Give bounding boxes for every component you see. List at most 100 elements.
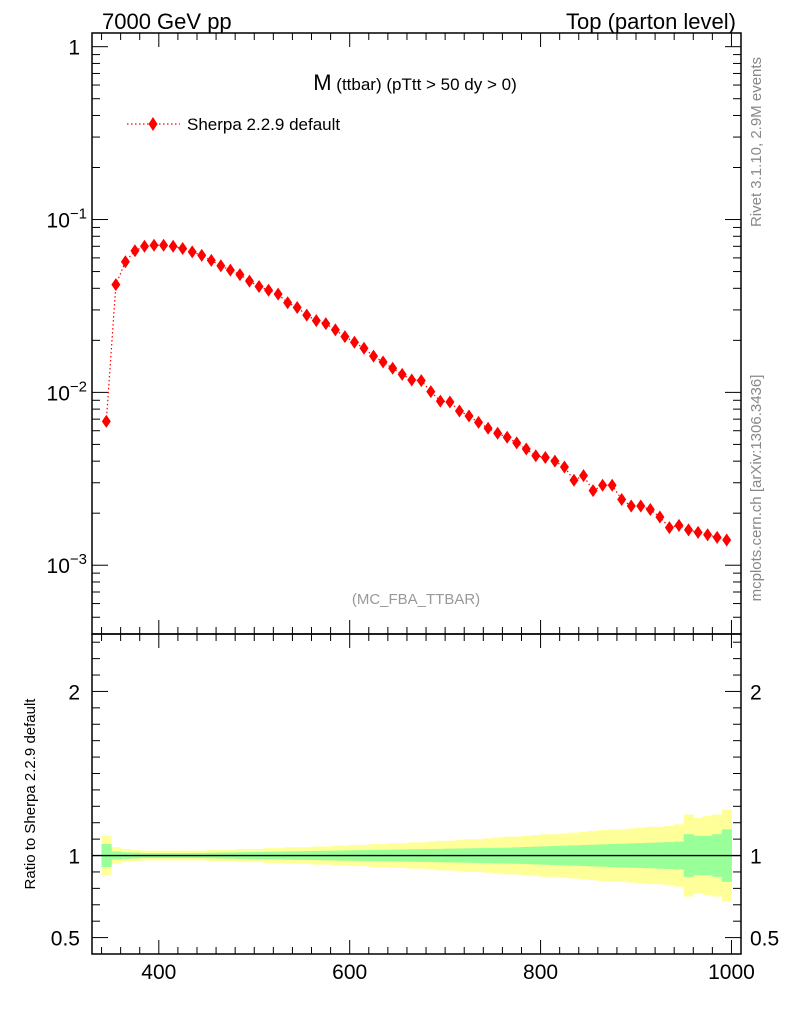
data-point bbox=[636, 499, 646, 513]
main-series-layer bbox=[101, 238, 732, 547]
data-point bbox=[111, 278, 121, 292]
data-point bbox=[178, 241, 188, 255]
data-point bbox=[445, 395, 455, 409]
data-point bbox=[617, 493, 627, 507]
x-tick-label: 600 bbox=[332, 961, 367, 984]
ratio-y-tick-label: 2 bbox=[68, 681, 80, 704]
data-point bbox=[512, 436, 522, 450]
data-point bbox=[684, 523, 694, 537]
data-point bbox=[502, 430, 512, 444]
series-line bbox=[105, 244, 727, 541]
ratio-uncertainty-bands bbox=[92, 809, 741, 902]
data-point bbox=[311, 314, 321, 328]
data-point bbox=[340, 330, 350, 344]
ratio-y-axis-label: Ratio to Sherpa 2.2.9 default bbox=[22, 698, 39, 890]
source-label: mcplots.cern.ch [arXiv:1306.3436] bbox=[748, 375, 765, 602]
data-point bbox=[197, 248, 207, 262]
data-point bbox=[579, 469, 589, 483]
data-point bbox=[598, 478, 608, 492]
data-point bbox=[168, 239, 178, 253]
data-point bbox=[139, 239, 149, 253]
data-point bbox=[426, 385, 436, 399]
data-point bbox=[302, 308, 312, 322]
data-point bbox=[359, 341, 369, 355]
rivet-version-label: Rivet 3.1.10, 2.9M events bbox=[748, 57, 765, 227]
ratio-y-tick-label-right: 0.5 bbox=[750, 928, 779, 951]
process-label: Top (parton level) bbox=[566, 9, 736, 34]
data-point bbox=[273, 287, 283, 301]
legend: Sherpa 2.2.9 default bbox=[127, 115, 340, 134]
main-y-tick-label: 10−3 bbox=[47, 551, 87, 578]
data-point bbox=[349, 335, 359, 349]
data-point bbox=[206, 253, 216, 267]
energy-label: 7000 GeV pp bbox=[102, 9, 232, 34]
main-plot-title: M (ttbar) (pTtt > 50 dy > 0) bbox=[313, 70, 517, 95]
data-point bbox=[388, 361, 398, 375]
ratio-y-tick-label: 0.5 bbox=[51, 928, 80, 951]
ratio-y-tick-label-right: 2 bbox=[750, 681, 762, 704]
main-y-tick-label-base: 10 bbox=[47, 382, 70, 405]
ratio-y-tick-label: 1 bbox=[68, 846, 80, 869]
data-point bbox=[703, 528, 713, 542]
data-point bbox=[254, 279, 264, 293]
ratio-axis-ticks: 400 600 800 1000 0.5 0.5 1 1 2 2 bbox=[51, 634, 779, 984]
data-point bbox=[416, 374, 426, 388]
data-point bbox=[722, 533, 732, 547]
data-point bbox=[588, 484, 598, 498]
data-point bbox=[531, 449, 541, 463]
main-y-tick-label: 10−1 bbox=[47, 206, 87, 233]
data-point bbox=[292, 300, 302, 314]
data-point bbox=[645, 503, 655, 517]
ratio-plot-panel: 400 600 800 1000 0.5 0.5 1 1 2 2 Ratio to Sherpa … bbox=[22, 633, 779, 984]
data-point bbox=[483, 421, 493, 435]
data-point bbox=[674, 518, 684, 532]
ratio-plot-frame bbox=[91, 633, 742, 955]
data-point bbox=[712, 530, 722, 544]
main-y-tick-label-exponent: −2 bbox=[70, 378, 87, 395]
data-point bbox=[693, 525, 703, 539]
data-point bbox=[559, 460, 569, 474]
main-y-tick-label-exponent: −3 bbox=[70, 551, 87, 568]
main-y-tick-label: 10−2 bbox=[47, 378, 87, 405]
data-point bbox=[225, 263, 235, 277]
data-point bbox=[264, 283, 274, 297]
data-point bbox=[626, 499, 636, 513]
data-point bbox=[283, 296, 293, 310]
data-point bbox=[474, 415, 484, 429]
data-point bbox=[407, 373, 417, 387]
x-tick-label: 800 bbox=[523, 961, 558, 984]
analysis-watermark: (MC_FBA_TTBAR) bbox=[352, 591, 480, 608]
main-axis-ticks: 110−110−210−3 bbox=[47, 33, 741, 635]
data-point bbox=[435, 394, 445, 408]
x-tick-label: 1000 bbox=[708, 961, 755, 984]
data-point bbox=[550, 454, 560, 468]
data-point bbox=[369, 349, 379, 363]
data-point bbox=[540, 450, 550, 464]
main-y-tick-label-base: 10 bbox=[47, 555, 70, 578]
main-plot-title-var: M bbox=[313, 70, 331, 95]
data-point bbox=[330, 323, 340, 337]
data-point bbox=[159, 238, 169, 252]
legend-marker-diamond bbox=[148, 117, 158, 131]
data-point bbox=[244, 274, 254, 288]
data-point bbox=[378, 355, 388, 369]
data-point bbox=[607, 478, 617, 492]
main-plot-panel: 110−110−210−3 M (ttbar) (pTtt > 50 dy > … bbox=[47, 32, 742, 635]
ratio-y-tick-label-right: 1 bbox=[750, 846, 762, 869]
data-point bbox=[130, 244, 140, 258]
data-point bbox=[321, 317, 331, 331]
main-y-tick-label: 1 bbox=[68, 37, 80, 60]
data-point bbox=[187, 245, 197, 259]
legend-entry-label: Sherpa 2.2.9 default bbox=[187, 115, 340, 134]
main-y-tick-label-exponent: −1 bbox=[70, 206, 87, 223]
data-point bbox=[664, 521, 674, 535]
data-point bbox=[120, 255, 130, 269]
data-point bbox=[397, 367, 407, 381]
data-point bbox=[454, 404, 464, 418]
data-point bbox=[493, 426, 503, 440]
data-point bbox=[569, 473, 579, 487]
data-point bbox=[149, 238, 159, 252]
main-plot-title-cut: (ttbar) (pTtt > 50 dy > 0) bbox=[332, 75, 517, 94]
data-point bbox=[655, 510, 665, 524]
data-point bbox=[235, 268, 245, 282]
